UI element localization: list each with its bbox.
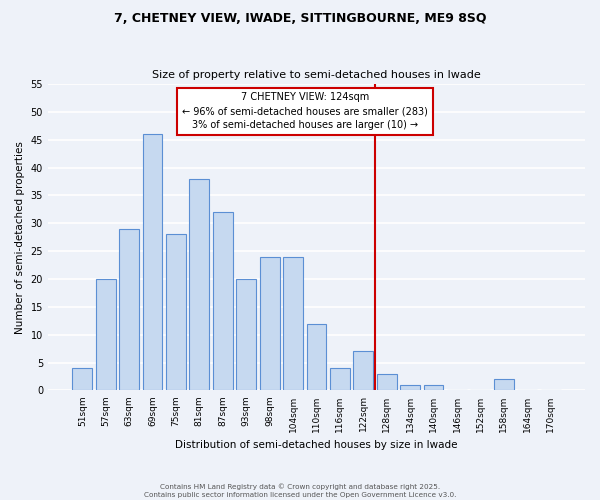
X-axis label: Distribution of semi-detached houses by size in Iwade: Distribution of semi-detached houses by … [175,440,458,450]
Bar [143,134,163,390]
Text: 7, CHETNEY VIEW, IWADE, SITTINGBOURNE, ME9 8SQ: 7, CHETNEY VIEW, IWADE, SITTINGBOURNE, M… [114,12,486,26]
Bar [377,374,397,390]
Bar [260,256,280,390]
Bar [353,352,373,391]
Bar [73,368,92,390]
Bar [96,279,116,390]
Title: Size of property relative to semi-detached houses in Iwade: Size of property relative to semi-detach… [152,70,481,81]
Bar [236,279,256,390]
Bar [119,229,139,390]
Y-axis label: Number of semi-detached properties: Number of semi-detached properties [15,141,25,334]
Bar [307,324,326,390]
Bar [213,212,233,390]
Bar [424,385,443,390]
Bar [400,385,420,390]
Bar [166,234,186,390]
Bar [190,179,209,390]
Bar [283,256,303,390]
Bar [330,368,350,390]
Text: 7 CHETNEY VIEW: 124sqm
← 96% of semi-detached houses are smaller (283)
3% of sem: 7 CHETNEY VIEW: 124sqm ← 96% of semi-det… [182,92,428,130]
Bar [494,380,514,390]
Text: Contains HM Land Registry data © Crown copyright and database right 2025.
Contai: Contains HM Land Registry data © Crown c… [144,483,456,498]
